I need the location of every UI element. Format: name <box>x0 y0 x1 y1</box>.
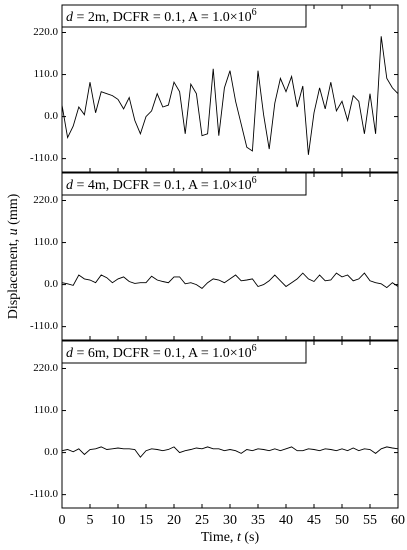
label-part: = 2m, DCFR = 0.1, A = 1.0×10 <box>73 10 252 25</box>
y-tick-label: -110.0 <box>30 320 59 332</box>
x-axis-label: Time, t (s) <box>201 530 260 545</box>
label-part: t <box>237 530 242 545</box>
y-tick-label: 0.0 <box>44 446 58 458</box>
label-part: d <box>66 346 74 361</box>
data-line <box>61 272 399 289</box>
x-tick-label: 20 <box>167 513 181 528</box>
label-part: Displacement, <box>6 235 21 319</box>
y-tick-label: 110.0 <box>34 404 59 416</box>
y-tick-label: 110.0 <box>34 68 59 80</box>
y-tick-label: 220.0 <box>33 362 58 374</box>
data-line <box>61 36 399 155</box>
x-tick-label: 30 <box>223 513 237 528</box>
annotation-box <box>61 340 307 364</box>
x-tick-label: 15 <box>139 513 153 528</box>
x-tick-label: 55 <box>363 513 377 528</box>
plot-frame <box>61 172 399 341</box>
plot-frame <box>61 4 399 173</box>
x-tick-label: 60 <box>391 513 405 528</box>
label-part: d <box>66 178 74 193</box>
y-tick-label: 110.0 <box>34 236 59 248</box>
y-tick-label: 220.0 <box>33 194 58 206</box>
y-tick-label: 220.0 <box>33 26 58 38</box>
label-part: 6 <box>252 175 257 186</box>
y-tick-label: -110.0 <box>30 152 59 164</box>
x-tick-label: 35 <box>251 513 265 528</box>
label-part: = 4m, DCFR = 0.1, A = 1.0×10 <box>73 178 252 193</box>
annotation-box <box>61 172 307 196</box>
x-tick-label: 5 <box>87 513 94 528</box>
y-axis-label: Displacement, u (mm) <box>6 193 21 319</box>
label-part: (s) <box>241 530 260 545</box>
x-tick-label: 50 <box>335 513 349 528</box>
annotation-box <box>61 4 307 28</box>
data-line <box>61 446 399 458</box>
annotation: d = 4m, DCFR = 0.1, A = 1.0×106 <box>66 175 257 193</box>
label-part: (mm) <box>6 193 21 228</box>
label-part: = 6m, DCFR = 0.1, A = 1.0×10 <box>73 346 252 361</box>
x-tick-label: 10 <box>111 513 125 528</box>
x-tick-label: 25 <box>195 513 209 528</box>
annotation: d = 6m, DCFR = 0.1, A = 1.0×106 <box>66 343 257 361</box>
annotation: d = 2m, DCFR = 0.1, A = 1.0×106 <box>66 7 257 25</box>
label-part: 6 <box>252 7 257 18</box>
plot-frame <box>61 340 399 509</box>
y-tick-label: 0.0 <box>44 110 58 122</box>
label-part: 6 <box>252 343 257 354</box>
label-part: u <box>6 228 21 235</box>
y-tick-label: 0.0 <box>44 278 58 290</box>
y-tick-label: -110.0 <box>30 488 59 500</box>
x-tick-label: 0 <box>59 513 66 528</box>
label-part: d <box>66 10 74 25</box>
label-part: Time, <box>201 530 237 545</box>
x-tick-label: 45 <box>307 513 321 528</box>
x-tick-label: 40 <box>279 513 293 528</box>
